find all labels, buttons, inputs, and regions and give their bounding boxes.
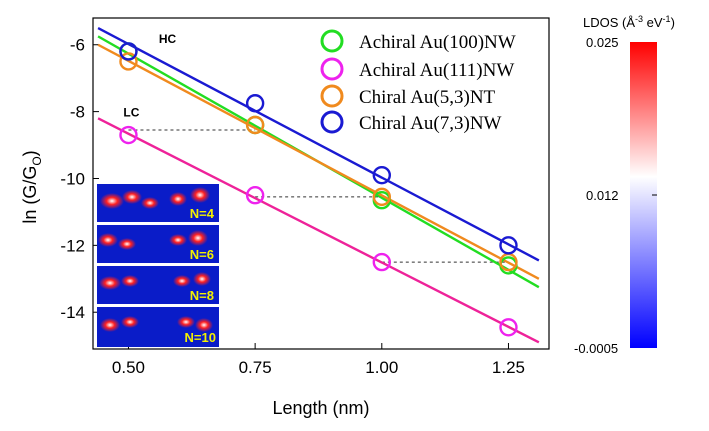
annotation-hc: HC [159,32,177,46]
inset-n4-label: N=4 [190,206,215,221]
y-axis-title: ln (G/GO) [20,150,44,223]
fit-line-chiral-au-7-3-nw [97,26,540,262]
inset-n10-blob [100,318,120,332]
inset-n4-blob [122,190,142,204]
inset-n8: N=8 [97,266,219,304]
y-tick-label: -10 [60,169,85,188]
point-chiral-au-7-3-nw [372,165,391,185]
inset-n4-blob [169,192,187,206]
legend-marker-chiral-73 [320,110,344,134]
point-chiral-au-7-3-nw [119,42,138,61]
point-chiral-au-7-3-nw [499,236,518,255]
point-achiral-au-111-nw [372,252,391,272]
inset-n10-label: N=10 [185,330,216,345]
x-tick-label: 0.75 [239,358,272,377]
legend-marker-achiral-111 [320,57,344,81]
inset-n10-blob [195,318,213,332]
x-axis-title: Length (nm) [272,398,369,418]
colorbar-title-close: ) [671,15,675,30]
inset-n6-blob [118,238,136,250]
colorbar-title-main: LDOS (Å [583,15,635,30]
inset-n10-blob [121,316,139,328]
colorbar-min-label: -0.0005 [574,341,618,356]
colorbar-title-sup2: -1 [663,14,671,24]
colorbar-max-label: 0.025 [586,35,619,50]
inset-n6-label: N=6 [190,247,214,262]
inset-n4: N=4 [97,184,219,222]
colorbar: LDOS (Å-3 eV-1) 0.025 0.012 -0.0005 [574,14,675,356]
inset-n10-blob [177,316,195,328]
point-chiral-au-7-3-nw [245,94,265,113]
fit-line-chiral-au-5-3-nt [97,43,540,280]
annotation-lc: LC [123,106,139,120]
inset-n8-blob [193,272,211,286]
point-achiral-au-111-nw [119,125,138,145]
fit-lines [97,26,540,344]
inset-n8-blob [121,275,139,287]
ldos-insets: N=4 N=6 N=8 N=10 [97,184,219,347]
legend-label-chiral-73: Chiral Au(7,3)NW [359,113,502,134]
y-tick-label: -8 [70,103,85,122]
inset-n8-blob [173,275,191,287]
colorbar-mid-label: 0.012 [586,188,619,203]
x-tick-label: 0.50 [112,358,145,377]
y-axis-title-main: ln (G/G [20,166,40,224]
plot-frame [92,17,550,350]
y-tick-label: -6 [70,36,85,55]
point-chiral-au-5-3-nt [245,115,265,135]
data-points [119,42,518,337]
y-tick-label: -12 [60,236,85,255]
legend: Achiral Au(100)NW Achiral Au(111)NW Chir… [320,29,516,134]
inset-n6-blob [98,233,118,247]
legend-label-achiral-111: Achiral Au(111)NW [359,60,514,81]
y-axis-title-sub: O [30,156,44,165]
colorbar-title-tail: eV [643,15,663,30]
point-chiral-au-5-3-nt [372,187,391,207]
legend-marker-achiral-100 [320,29,344,53]
legend-label-chiral-53: Chiral Au(5,3)NT [359,87,496,108]
inset-n6-blob [169,234,187,246]
colorbar-title: LDOS (Å-3 eV-1) [583,14,675,30]
axis-ticks: 0.50 0.75 1.00 1.25 -6 -8 -10 -12 -14 [60,36,525,377]
inset-n6: N=6 [97,225,219,263]
point-chiral-au-5-3-nt [119,52,138,71]
inset-n4-blob [100,193,124,209]
inset-n6-blob [188,230,208,246]
inset-n8-label: N=8 [190,288,214,303]
inset-n8-blob [99,276,121,290]
y-tick-label: -14 [60,303,85,322]
point-achiral-au-111-nw [245,186,265,205]
inset-n4-blob [141,197,159,209]
inset-n4-blob [190,187,210,203]
fit-line-achiral-au-111-nw [97,117,540,344]
x-tick-label: 1.00 [365,358,398,377]
x-tick-label: 1.25 [492,358,525,377]
legend-label-achiral-100: Achiral Au(100)NW [359,32,516,53]
colorbar-title-sup: -3 [635,14,643,24]
point-achiral-au-111-nw [499,318,518,337]
legend-marker-chiral-53 [320,84,344,108]
y-axis-title-close: ) [20,150,40,156]
inset-n10: N=10 [97,307,219,347]
